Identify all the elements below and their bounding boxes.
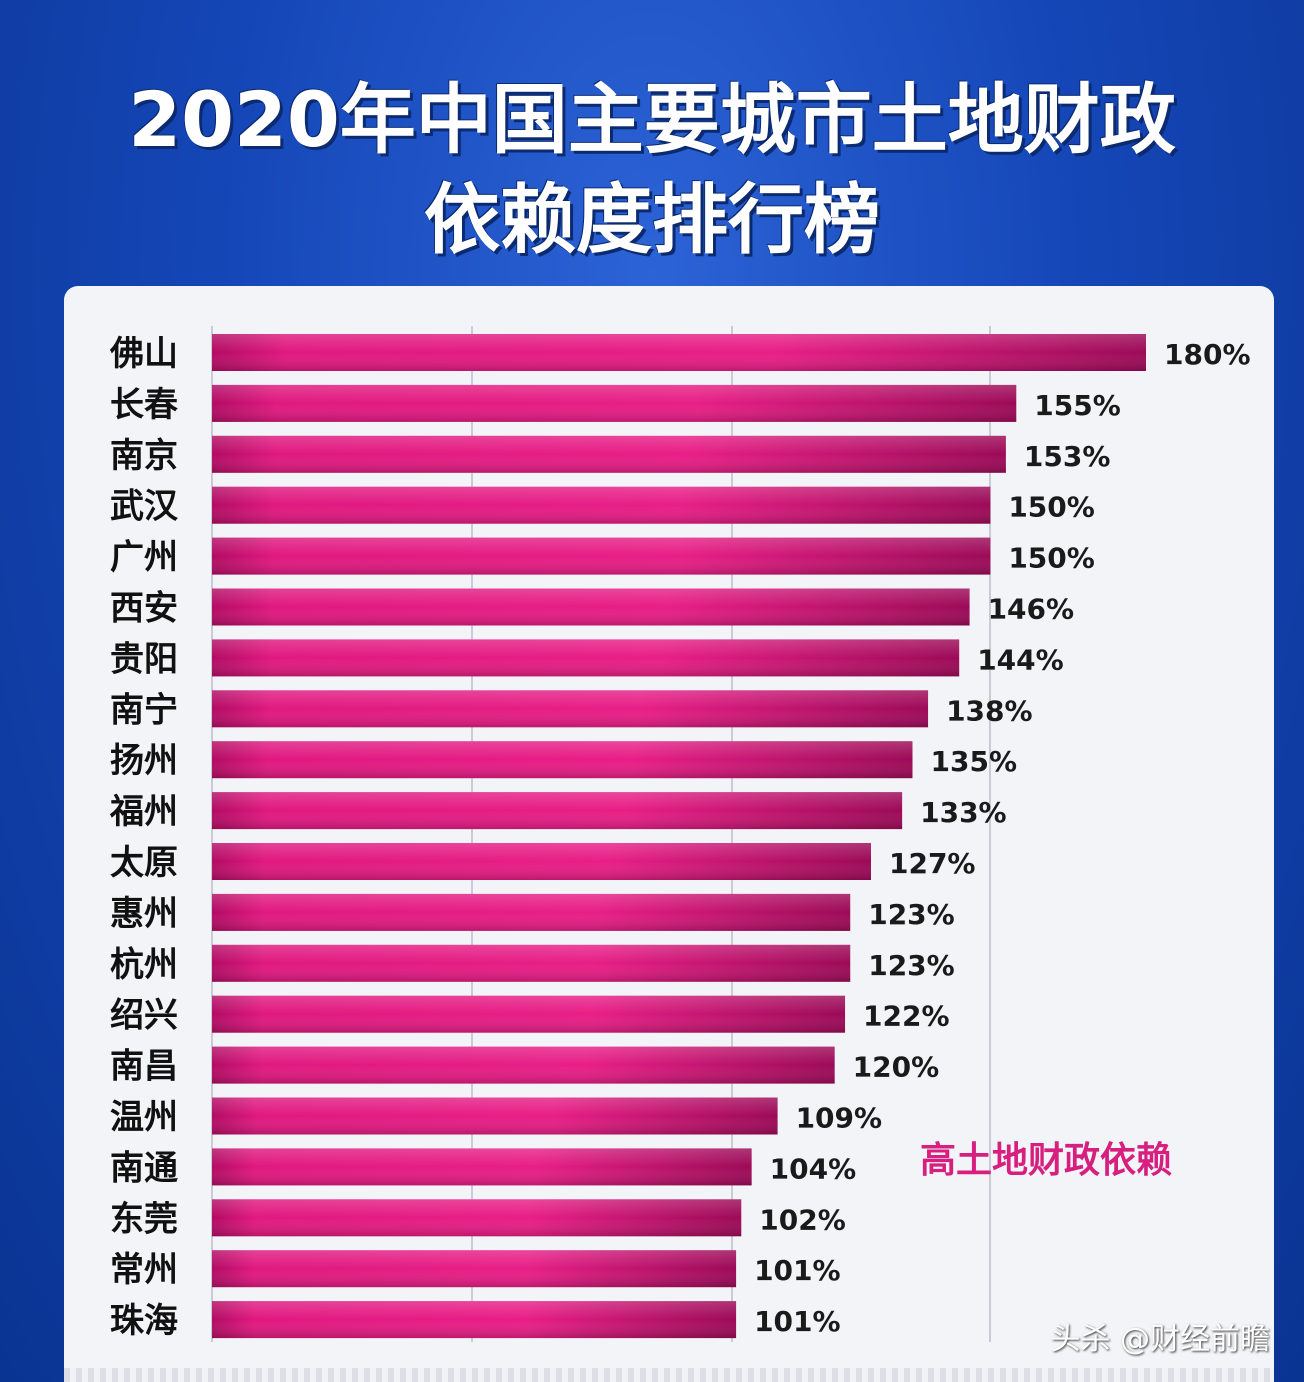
bar-shade xyxy=(212,1097,778,1135)
category-label: 绍兴 xyxy=(110,996,178,1036)
value-label: 155% xyxy=(1034,389,1121,422)
bar-shade xyxy=(212,486,991,524)
category-label: 南京 xyxy=(110,436,178,476)
category-label: 珠海 xyxy=(110,1301,178,1341)
value-label: 109% xyxy=(796,1102,883,1135)
bar-shade xyxy=(212,334,1146,371)
bar-shade xyxy=(212,893,851,931)
value-label: 138% xyxy=(946,694,1033,727)
value-label: 101% xyxy=(754,1305,841,1338)
bar-shade xyxy=(212,944,851,982)
value-label: 153% xyxy=(1024,440,1111,473)
category-label: 惠州 xyxy=(110,894,178,934)
bar-shade xyxy=(212,741,913,779)
bar-shade xyxy=(212,639,960,677)
bottom-strip xyxy=(64,1368,1274,1382)
category-label: 温州 xyxy=(110,1098,178,1138)
category-label: 福州 xyxy=(109,792,178,832)
category-label: 太原 xyxy=(110,843,178,883)
value-label: 144% xyxy=(977,643,1064,676)
bar-shade xyxy=(212,792,903,830)
value-labels: 180% 155% 153% 150% 150% 146% 144% 138% 135% 133%… xyxy=(754,338,1250,1338)
value-label: 122% xyxy=(863,1000,950,1033)
bar-shade xyxy=(212,384,1017,422)
category-label: 武汉 xyxy=(110,487,179,527)
bar-shade xyxy=(212,995,846,1033)
category-label: 南昌 xyxy=(110,1047,178,1087)
category-label: 贵阳 xyxy=(110,639,178,679)
value-label: 180% xyxy=(1164,338,1251,371)
category-label: 扬州 xyxy=(110,741,178,781)
bar-shade xyxy=(212,1250,737,1288)
value-label: 146% xyxy=(988,593,1075,626)
category-label: 杭州 xyxy=(110,945,178,985)
bar-shade xyxy=(212,588,970,626)
grid-lines xyxy=(211,326,991,1342)
title-line-2: 依赖度排行榜 xyxy=(424,175,880,264)
bar-shade xyxy=(212,843,871,880)
bar-shade xyxy=(212,690,929,728)
bars xyxy=(212,334,1146,1339)
category-label: 佛山 xyxy=(109,334,178,374)
value-label: 133% xyxy=(920,796,1007,829)
annotation: 高土地财政依赖 xyxy=(920,1140,1172,1181)
category-label: 常州 xyxy=(110,1250,178,1290)
category-label: 广州 xyxy=(110,538,178,578)
bar-shade xyxy=(212,1199,742,1237)
value-label: 123% xyxy=(868,898,955,931)
category-label: 南通 xyxy=(110,1148,178,1188)
category-label: 东莞 xyxy=(110,1199,178,1239)
bar-shade xyxy=(212,1046,835,1084)
value-label: 104% xyxy=(770,1152,857,1185)
bar-shade xyxy=(212,1148,752,1186)
title-line-1: 2020年中国主要城市土地财政 xyxy=(128,75,1176,164)
bar-shade xyxy=(212,537,991,575)
value-label: 101% xyxy=(754,1254,841,1287)
watermark: 头杀 @财经前瞻 xyxy=(1050,1322,1270,1357)
category-label: 西安 xyxy=(110,589,178,629)
value-label: 102% xyxy=(759,1203,846,1236)
value-label: 127% xyxy=(889,847,976,880)
chart-title: 2020年中国主要城市土地财政 依赖度排行榜 xyxy=(0,70,1304,270)
category-label: 长春 xyxy=(110,385,178,425)
value-label: 150% xyxy=(1008,491,1095,524)
category-label: 南宁 xyxy=(110,690,178,730)
bar-shade xyxy=(212,435,1006,473)
value-label: 120% xyxy=(853,1051,940,1084)
bar-shade xyxy=(212,1301,737,1339)
value-label: 150% xyxy=(1008,542,1095,575)
value-label: 123% xyxy=(868,949,955,982)
value-label: 135% xyxy=(931,745,1018,778)
